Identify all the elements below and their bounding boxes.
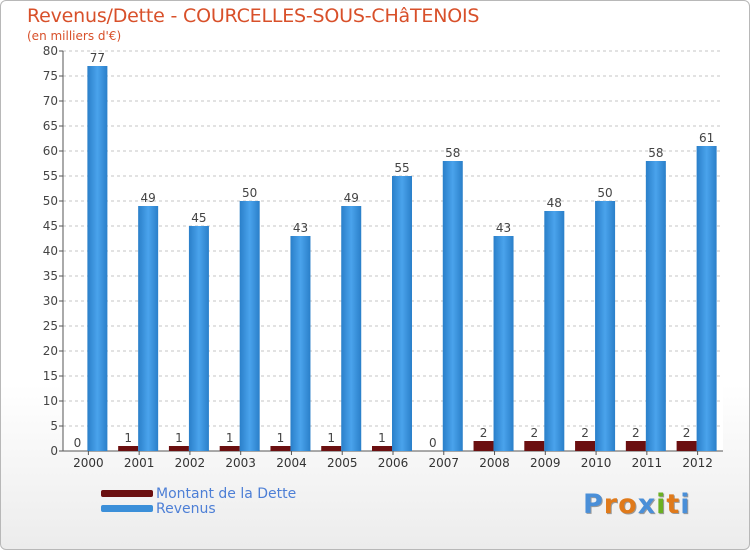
data-label-revenus: 49 [344, 191, 359, 205]
x-tick-label: 2006 [378, 456, 409, 470]
data-label-dette: 1 [124, 431, 132, 445]
bar-revenus [442, 161, 463, 451]
x-tick-label: 2001 [124, 456, 155, 470]
x-tick-label: 2005 [327, 456, 358, 470]
y-tick-label: 20 [43, 344, 58, 358]
bar-revenus [544, 211, 565, 451]
data-label-dette: 1 [327, 431, 335, 445]
x-tick-label: 2000 [73, 456, 104, 470]
logo-letter: o [618, 489, 638, 520]
bar-revenus [341, 206, 362, 451]
x-tick-label: 2008 [479, 456, 510, 470]
data-label-revenus: 61 [699, 131, 714, 145]
data-label-revenus: 43 [496, 221, 511, 235]
data-label-revenus: 58 [445, 146, 460, 160]
bar-dette [524, 441, 545, 451]
bar-revenus [696, 146, 717, 451]
y-tick-label: 80 [43, 44, 58, 58]
y-tick-label: 35 [43, 269, 58, 283]
x-tick-label: 2003 [225, 456, 256, 470]
proxiti-logo: Proxiti [583, 489, 691, 520]
y-tick-label: 5 [50, 419, 58, 433]
bar-dette [372, 446, 392, 451]
logo-letter: P [583, 489, 604, 520]
y-tick-label: 0 [50, 444, 58, 458]
bar-dette [168, 446, 189, 451]
bar-revenus [595, 201, 616, 451]
x-tick-label: 2002 [175, 456, 206, 470]
x-tick-label: 2009 [530, 456, 561, 470]
data-label-revenus: 50 [242, 186, 257, 200]
y-tick-label: 10 [43, 394, 58, 408]
data-label-dette: 1 [277, 431, 285, 445]
bar-revenus [645, 161, 666, 451]
data-label-dette: 0 [74, 436, 82, 450]
x-tick-label: 2004 [276, 456, 307, 470]
legend-swatch-dette [101, 490, 153, 497]
bar-dette [473, 441, 494, 451]
y-tick-label: 30 [43, 294, 58, 308]
x-tick-label: 2007 [428, 456, 459, 470]
x-tick-label: 2012 [682, 456, 713, 470]
data-label-dette: 1 [226, 431, 234, 445]
y-tick-label: 50 [43, 194, 58, 208]
bar-dette [321, 446, 342, 451]
logo-letter: x [637, 489, 657, 520]
bar-revenus [493, 236, 514, 451]
bar-revenus [138, 206, 159, 451]
data-label-revenus: 43 [293, 221, 308, 235]
logo-letter: i [656, 489, 667, 520]
data-label-revenus: 77 [90, 51, 105, 65]
y-tick-label: 70 [43, 94, 58, 108]
y-tick-label: 15 [43, 369, 58, 383]
data-label-revenus: 48 [547, 196, 562, 210]
data-label-dette: 2 [683, 426, 691, 440]
bar-dette [118, 446, 139, 451]
x-tick-label: 2010 [581, 456, 612, 470]
bar-revenus [392, 176, 412, 451]
bar-dette [625, 441, 646, 451]
y-tick-label: 55 [43, 169, 58, 183]
data-label-dette: 2 [581, 426, 589, 440]
y-tick-label: 60 [43, 144, 58, 158]
legend-swatch-revenus [101, 505, 153, 512]
y-tick-label: 75 [43, 69, 58, 83]
bar-dette [676, 441, 697, 451]
data-label-revenus: 58 [648, 146, 663, 160]
data-label-revenus: 49 [141, 191, 156, 205]
data-label-dette: 2 [480, 426, 488, 440]
bar-dette [575, 441, 596, 451]
chart-title: Revenus/Dette - COURCELLES-SOUS-CHâTENOI… [27, 5, 480, 27]
legend-label-revenus: Revenus [156, 501, 216, 517]
data-label-dette: 0 [429, 436, 437, 450]
logo-letter: t [666, 489, 681, 520]
data-label-dette: 1 [378, 431, 386, 445]
y-tick-label: 65 [43, 119, 58, 133]
bar-dette [219, 446, 240, 451]
y-tick-label: 40 [43, 244, 58, 258]
data-label-dette: 1 [175, 431, 183, 445]
y-tick-label: 25 [43, 319, 58, 333]
logo-letter: i [680, 489, 691, 520]
bar-revenus [87, 66, 108, 451]
data-label-revenus: 55 [394, 161, 409, 175]
x-tick-label: 2011 [632, 456, 663, 470]
bar-dette [270, 446, 291, 451]
bar-revenus [239, 201, 260, 451]
data-label-revenus: 45 [191, 211, 206, 225]
chart-subtitle: (en milliers d'€) [27, 29, 122, 43]
legend-label-dette: Montant de la Dette [156, 486, 297, 502]
bar-revenus [188, 226, 209, 451]
bar-revenus [290, 236, 311, 451]
y-tick-label: 45 [43, 219, 58, 233]
data-label-dette: 2 [632, 426, 640, 440]
logo-letter: r [603, 489, 619, 520]
data-label-revenus: 50 [597, 186, 612, 200]
data-label-dette: 2 [530, 426, 538, 440]
